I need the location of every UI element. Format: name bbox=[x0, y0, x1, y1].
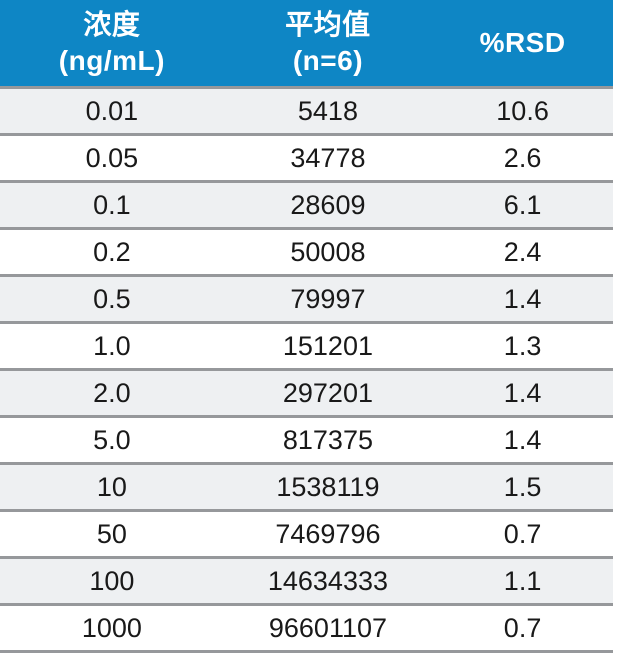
cell-mean: 297201 bbox=[282, 377, 373, 408]
concentration-precision-table: 浓度 (ng/mL) 平均值 (n=6) %RSD 0.01 5418 10.6 0.… bbox=[0, 0, 613, 652]
cell-concentration: 50 bbox=[96, 518, 127, 549]
cell-rsd: 1.4 bbox=[503, 283, 542, 314]
header-row: 浓度 (ng/mL) 平均值 (n=6) %RSD bbox=[0, 0, 613, 88]
table-row: 0.05 34778 2.6 bbox=[0, 134, 613, 182]
cell-concentration: 0.01 bbox=[85, 95, 139, 126]
cell-mean: 1538119 bbox=[276, 471, 380, 502]
cell-concentration: 10 bbox=[96, 471, 127, 502]
table-row: 5.0 817375 1.4 bbox=[0, 416, 613, 464]
column-header-concentration: 浓度 (ng/mL) bbox=[0, 0, 224, 88]
table-row: 100 14634333 1.1 bbox=[0, 557, 613, 605]
table-row: 0.5 79997 1.4 bbox=[0, 275, 613, 323]
table-row: 0.1 28609 6.1 bbox=[0, 181, 613, 229]
cell-concentration: 0.1 bbox=[93, 189, 131, 220]
table-row: 10 1538119 1.5 bbox=[0, 463, 613, 511]
table-body: 0.01 5418 10.6 0.05 34778 2.6 0.1 28609 6.1 0.2 50… bbox=[0, 87, 613, 652]
cell-mean: 96601107 bbox=[268, 612, 387, 643]
table-row: 1000 96601107 0.7 bbox=[0, 604, 613, 652]
column-header-mean-line2: (n=6) bbox=[292, 45, 364, 76]
cell-rsd: 2.4 bbox=[503, 236, 542, 267]
cell-mean: 50008 bbox=[290, 236, 366, 267]
cell-mean: 7469796 bbox=[275, 518, 381, 549]
column-header-rsd-line1: %RSD bbox=[479, 27, 566, 58]
cell-rsd: 0.7 bbox=[503, 518, 542, 549]
cell-mean: 34778 bbox=[290, 142, 366, 173]
cell-mean: 5418 bbox=[297, 95, 358, 126]
column-header-concentration-line1: 浓度 bbox=[83, 9, 141, 40]
cell-concentration: 100 bbox=[89, 565, 135, 596]
table-row: 0.2 50008 2.4 bbox=[0, 228, 613, 276]
table-row: 50 7469796 0.7 bbox=[0, 510, 613, 558]
concentration-precision-table-wrap: 浓度 (ng/mL) 平均值 (n=6) %RSD 0.01 5418 10.6 0.… bbox=[0, 0, 613, 652]
column-header-rsd: %RSD bbox=[432, 0, 613, 88]
cell-rsd: 1.5 bbox=[503, 471, 542, 502]
cell-concentration: 0.05 bbox=[85, 142, 139, 173]
cell-rsd: 1.1 bbox=[503, 565, 542, 596]
cell-rsd: 1.4 bbox=[503, 424, 542, 455]
column-header-mean: 平均值 (n=6) bbox=[224, 0, 432, 88]
cell-mean: 817375 bbox=[282, 424, 373, 455]
cell-rsd: 6.1 bbox=[503, 189, 542, 220]
cell-mean: 79997 bbox=[290, 283, 366, 314]
cell-concentration: 1000 bbox=[81, 612, 142, 643]
cell-concentration: 0.2 bbox=[93, 236, 131, 267]
table-row: 1.0 151201 1.3 bbox=[0, 322, 613, 370]
cell-concentration: 0.5 bbox=[93, 283, 131, 314]
table-header: 浓度 (ng/mL) 平均值 (n=6) %RSD bbox=[0, 0, 613, 88]
cell-rsd: 1.3 bbox=[503, 330, 542, 361]
cell-rsd: 10.6 bbox=[496, 95, 549, 126]
cell-concentration: 5.0 bbox=[93, 424, 131, 455]
cell-rsd: 1.4 bbox=[503, 377, 542, 408]
table-row: 2.0 297201 1.4 bbox=[0, 369, 613, 417]
cell-concentration: 2.0 bbox=[93, 377, 131, 408]
cell-rsd: 2.6 bbox=[503, 142, 542, 173]
cell-mean: 28609 bbox=[290, 189, 366, 220]
cell-mean: 14634333 bbox=[267, 565, 388, 596]
cell-rsd: 0.7 bbox=[503, 612, 542, 643]
cell-concentration: 1.0 bbox=[93, 330, 131, 361]
column-header-mean-line1: 平均值 bbox=[285, 9, 371, 40]
table-row: 0.01 5418 10.6 bbox=[0, 87, 613, 135]
column-header-concentration-line2: (ng/mL) bbox=[58, 45, 165, 76]
cell-mean: 151201 bbox=[282, 330, 373, 361]
